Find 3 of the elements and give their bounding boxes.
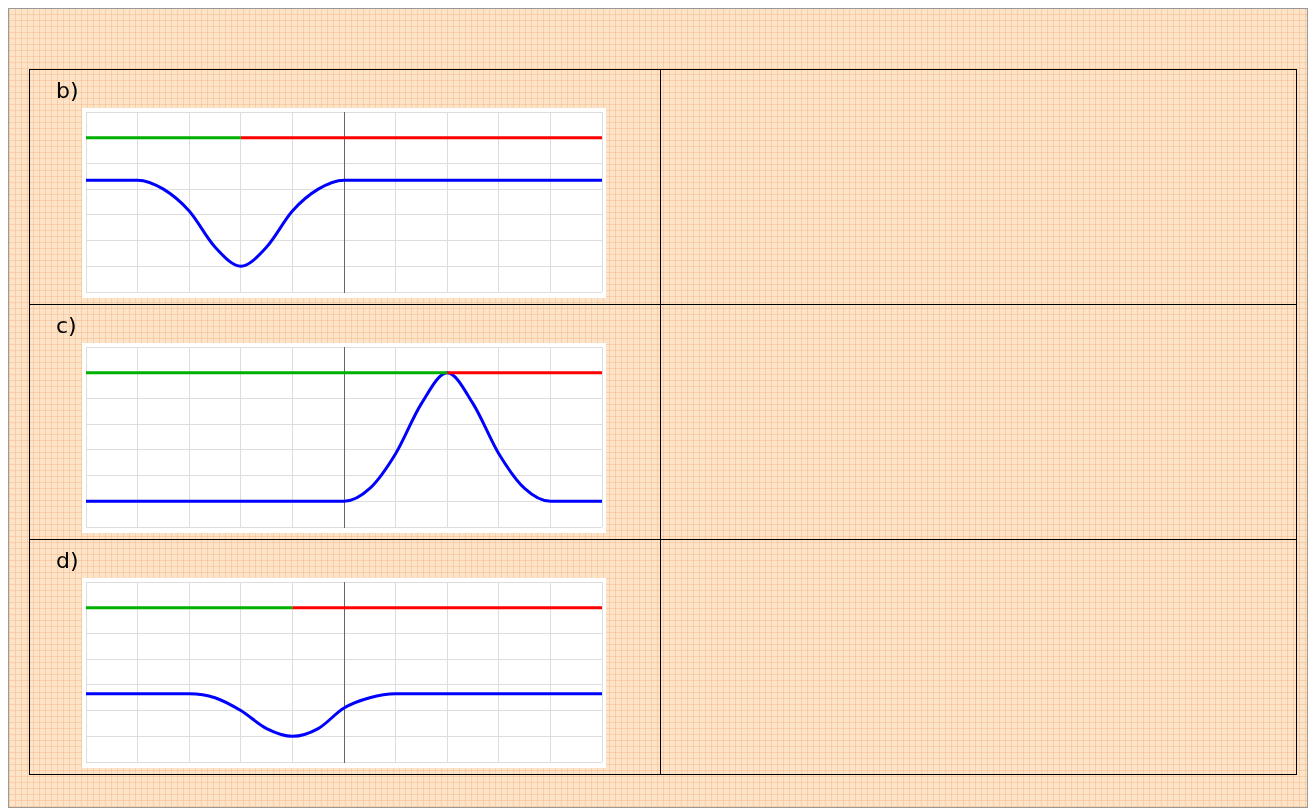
chart-title: b)	[56, 78, 79, 103]
chart-title: c)	[56, 313, 77, 338]
chart-title: d)	[56, 548, 79, 573]
